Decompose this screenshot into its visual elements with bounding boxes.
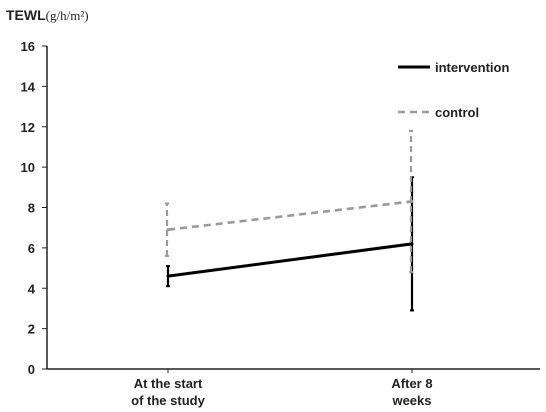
series-intervention: [166, 176, 414, 312]
y-tick-label: 0: [28, 362, 35, 377]
y-axis-label-main: TEWL: [6, 7, 46, 23]
x-category-label: At the start: [134, 376, 203, 391]
x-category-label: of the study: [131, 393, 205, 408]
y-ticks: 0 2 4 6 8 10 12 14 16: [21, 39, 47, 377]
y-tick-label: 10: [21, 160, 35, 175]
y-tick-label: 8: [28, 201, 35, 216]
y-tick-label: 16: [21, 39, 35, 54]
legend: intervention control: [398, 60, 509, 120]
x-category-labels: At the start of the study After 8 weeks: [131, 369, 433, 408]
y-tick-label: 12: [21, 120, 35, 135]
series-group: [165, 129, 414, 312]
y-axis-label: TEWL(g/h/m²): [6, 7, 89, 23]
series-line: [167, 242, 413, 278]
x-category-label: weeks: [391, 393, 431, 408]
data-point: [166, 274, 170, 278]
y-tick-label: 2: [28, 322, 35, 337]
y-axis-label-unit: (g/h/m²): [46, 8, 89, 23]
data-point: [166, 228, 170, 232]
y-tick-label: 14: [21, 79, 36, 94]
y-tick-label: 6: [28, 241, 35, 256]
legend-label-intervention: intervention: [435, 60, 509, 75]
axes: [46, 46, 540, 370]
y-tick-label: 4: [28, 281, 36, 296]
series-line: [167, 200, 413, 231]
data-point: [410, 242, 414, 246]
x-category-label: After 8: [391, 376, 432, 391]
data-point: [410, 199, 414, 203]
series-control: [165, 129, 414, 274]
legend-label-control: control: [435, 105, 479, 120]
